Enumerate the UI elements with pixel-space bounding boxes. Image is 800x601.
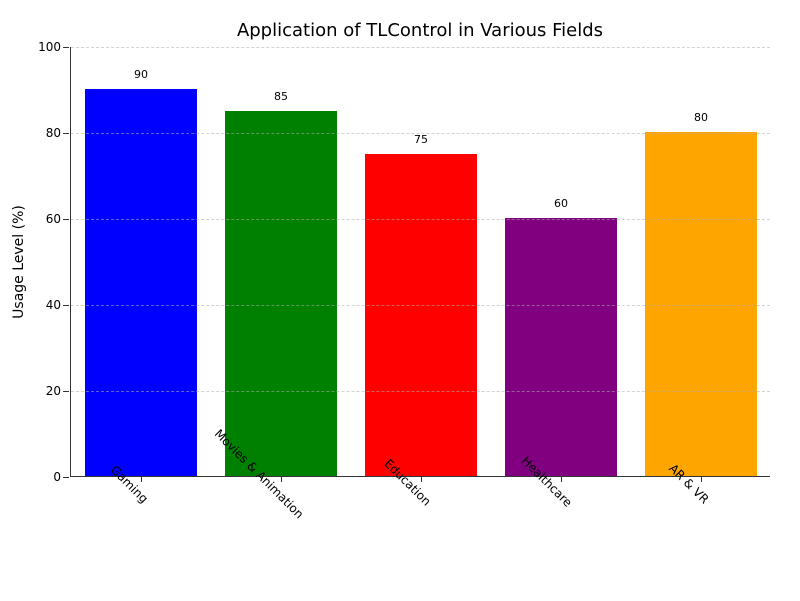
y-tick-label: 0 [53, 470, 61, 484]
bar-value-label: 90 [134, 68, 148, 81]
bar: 80 [645, 132, 757, 476]
x-tick [421, 476, 422, 482]
y-tick [63, 47, 69, 48]
grid-line [71, 391, 770, 392]
x-tick [141, 476, 142, 482]
y-tick-label: 40 [46, 298, 61, 312]
y-tick [63, 305, 69, 306]
chart-title: Application of TLControl in Various Fiel… [70, 20, 770, 41]
bar-value-label: 80 [694, 111, 708, 124]
y-tick [63, 133, 69, 134]
y-tick [63, 477, 69, 478]
bar-value-label: 85 [274, 90, 288, 103]
grid-line [71, 133, 770, 134]
y-tick-label: 20 [46, 384, 61, 398]
bar: 75 [365, 154, 477, 477]
bar-value-label: 60 [554, 197, 568, 210]
grid-line [71, 219, 770, 220]
y-tick [63, 391, 69, 392]
plot-area: Usage Level (%) 9085756080 020406080100G… [70, 47, 770, 477]
chart-container: Application of TLControl in Various Fiel… [70, 20, 770, 500]
y-tick-label: 80 [46, 126, 61, 140]
bar: 60 [505, 218, 617, 476]
bar: 85 [225, 111, 337, 477]
grid-line [71, 47, 770, 48]
bar: 90 [85, 89, 197, 476]
y-tick-label: 100 [38, 40, 61, 54]
x-tick [701, 476, 702, 482]
x-tick [281, 476, 282, 482]
y-axis-label: Usage Level (%) [11, 205, 27, 319]
grid-line [71, 305, 770, 306]
bars-layer: 9085756080 [71, 47, 770, 476]
bar-value-label: 75 [414, 133, 428, 146]
y-tick-label: 60 [46, 212, 61, 226]
y-tick [63, 219, 69, 220]
x-tick [561, 476, 562, 482]
